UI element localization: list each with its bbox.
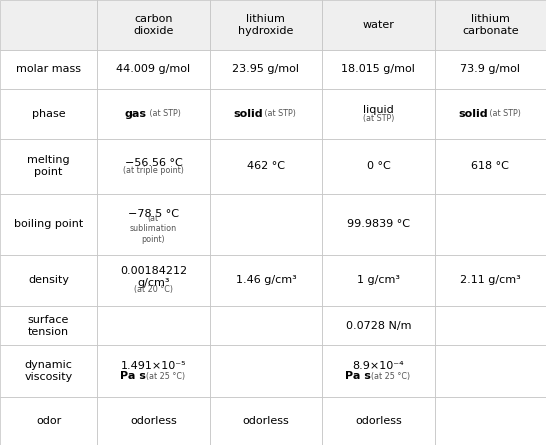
Text: Pa s: Pa s: [345, 371, 371, 381]
Bar: [0, 194, 97, 255]
Bar: [435, 0, 546, 50]
Text: odorless: odorless: [242, 416, 289, 426]
Text: (at STP): (at STP): [487, 109, 521, 118]
Text: odor: odor: [36, 416, 61, 426]
Bar: [210, 306, 322, 345]
Bar: [0, 50, 97, 89]
Text: lithium
hydroxide: lithium hydroxide: [238, 14, 294, 36]
Bar: [435, 306, 546, 345]
Bar: [322, 397, 435, 445]
Text: 0.00184212
g/cm³: 0.00184212 g/cm³: [120, 266, 187, 288]
Bar: [97, 306, 210, 345]
Bar: [210, 0, 322, 50]
Text: odorless: odorless: [130, 416, 177, 426]
Bar: [0, 0, 97, 50]
Text: −78.5 °C: −78.5 °C: [128, 209, 179, 218]
Bar: [0, 397, 97, 445]
Bar: [97, 50, 210, 89]
Bar: [322, 89, 435, 139]
Bar: [0, 139, 97, 194]
Bar: [0, 255, 97, 306]
Bar: [210, 194, 322, 255]
Bar: [0, 89, 97, 139]
Bar: [97, 194, 210, 255]
Bar: [0, 345, 97, 397]
Bar: [0, 306, 97, 345]
Text: 44.009 g/mol: 44.009 g/mol: [116, 64, 191, 74]
Text: molar mass: molar mass: [16, 64, 81, 74]
Bar: [210, 345, 322, 397]
Bar: [435, 89, 546, 139]
Text: water: water: [363, 20, 394, 30]
Bar: [97, 397, 210, 445]
Bar: [322, 50, 435, 89]
Text: −56.56 °C: −56.56 °C: [124, 158, 182, 168]
Text: surface
tension: surface tension: [28, 315, 69, 336]
Text: Pa s: Pa s: [120, 371, 146, 381]
Text: dynamic
viscosity: dynamic viscosity: [25, 360, 73, 382]
Text: carbon
dioxide: carbon dioxide: [133, 14, 174, 36]
Bar: [210, 89, 322, 139]
Bar: [322, 139, 435, 194]
Bar: [210, 139, 322, 194]
Bar: [322, 345, 435, 397]
Text: lithium
carbonate: lithium carbonate: [462, 14, 519, 36]
Text: 18.015 g/mol: 18.015 g/mol: [341, 64, 416, 74]
Bar: [435, 255, 546, 306]
Text: 1.46 g/cm³: 1.46 g/cm³: [235, 275, 296, 285]
Bar: [435, 50, 546, 89]
Text: boiling point: boiling point: [14, 219, 83, 229]
Text: (at STP): (at STP): [363, 113, 394, 123]
Text: (at STP): (at STP): [263, 109, 296, 118]
Bar: [210, 50, 322, 89]
Text: melting
point: melting point: [27, 155, 70, 178]
Text: 8.9×10⁻⁴: 8.9×10⁻⁴: [353, 361, 404, 371]
Text: density: density: [28, 275, 69, 285]
Bar: [210, 397, 322, 445]
Text: solid: solid: [458, 109, 488, 119]
Text: 1.491×10⁻⁵: 1.491×10⁻⁵: [121, 361, 186, 371]
Text: odorless: odorless: [355, 416, 402, 426]
Text: 23.95 g/mol: 23.95 g/mol: [233, 64, 299, 74]
Bar: [210, 255, 322, 306]
Text: (at 25 °C): (at 25 °C): [146, 372, 185, 380]
Bar: [435, 345, 546, 397]
Bar: [322, 194, 435, 255]
Bar: [435, 194, 546, 255]
Bar: [97, 0, 210, 50]
Text: phase: phase: [32, 109, 66, 119]
Bar: [435, 139, 546, 194]
Text: 1 g/cm³: 1 g/cm³: [357, 275, 400, 285]
Text: solid: solid: [234, 109, 263, 119]
Text: (at STP): (at STP): [147, 109, 181, 118]
Text: (at 25 °C): (at 25 °C): [371, 372, 410, 380]
Text: (at
sublimation
point): (at sublimation point): [130, 214, 177, 243]
Bar: [97, 139, 210, 194]
Text: 0.0728 N/m: 0.0728 N/m: [346, 320, 411, 331]
Text: 618 °C: 618 °C: [471, 162, 509, 171]
Bar: [435, 397, 546, 445]
Bar: [97, 255, 210, 306]
Text: (at 20 °C): (at 20 °C): [134, 285, 173, 294]
Bar: [322, 306, 435, 345]
Bar: [322, 0, 435, 50]
Text: (at triple point): (at triple point): [123, 166, 184, 175]
Text: 73.9 g/mol: 73.9 g/mol: [460, 64, 520, 74]
Bar: [97, 89, 210, 139]
Text: liquid: liquid: [363, 105, 394, 115]
Text: 2.11 g/cm³: 2.11 g/cm³: [460, 275, 521, 285]
Text: gas: gas: [125, 109, 147, 119]
Text: 462 °C: 462 °C: [247, 162, 285, 171]
Text: 99.9839 °C: 99.9839 °C: [347, 219, 410, 229]
Bar: [97, 345, 210, 397]
Bar: [322, 255, 435, 306]
Text: 0 °C: 0 °C: [366, 162, 390, 171]
